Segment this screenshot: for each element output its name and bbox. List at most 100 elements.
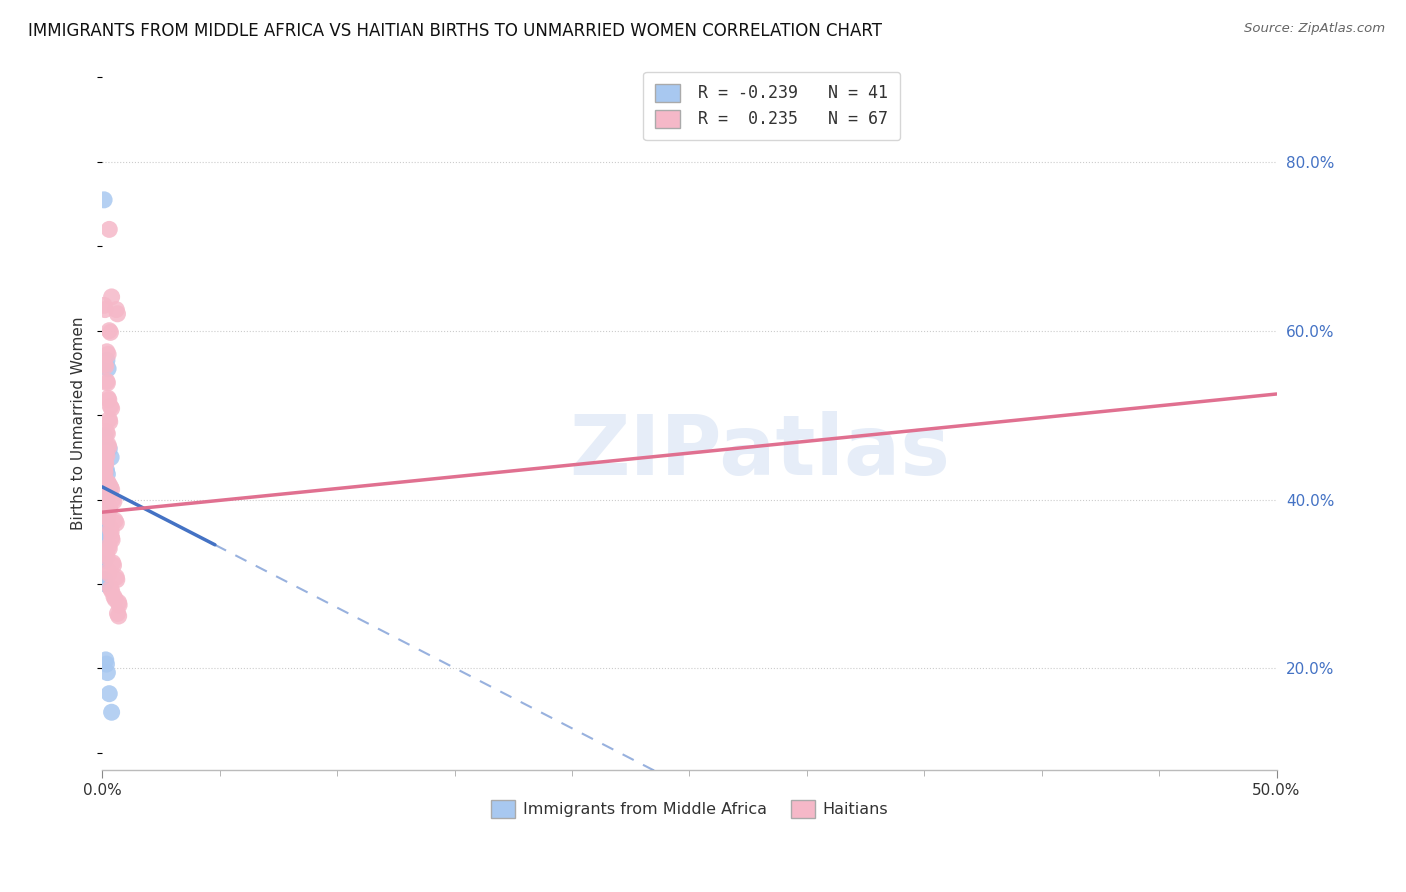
Point [94,577,117,591]
Point [96,516,118,530]
Point [96,509,118,524]
Point [94,514,117,528]
Point [94,359,117,373]
Point [96,511,118,525]
Point [105,302,128,317]
Point [97,480,120,494]
Point [93,551,115,566]
Point [97,347,120,361]
Point [93,475,115,490]
Point [96,375,118,389]
Point [107,609,129,624]
Point [97,539,120,553]
Point [93,497,115,511]
Point [98,687,121,701]
Point [104,514,127,528]
Point [100,581,122,595]
Point [98,415,121,429]
Point [97,477,120,491]
Point [96,665,118,680]
Point [100,531,122,545]
Point [94,653,117,667]
Point [100,326,122,340]
Point [105,570,128,584]
Point [97,437,120,451]
Point [101,492,124,507]
Point [100,290,122,304]
Point [96,344,118,359]
Point [100,480,122,494]
Point [93,536,115,550]
Point [93,509,115,524]
Point [98,442,121,456]
Point [108,598,131,612]
Y-axis label: Births to Unmarried Women: Births to Unmarried Women [72,317,86,531]
Point [94,500,117,514]
Point [107,607,129,621]
Point [98,500,121,515]
Point [97,475,120,490]
Point [98,541,121,556]
Point [96,463,118,477]
Point [100,483,122,497]
Point [96,467,118,482]
Point [94,480,117,494]
Point [100,522,122,536]
Point [103,558,125,573]
Point [101,556,124,570]
Point [97,566,120,581]
Text: ZIPatlas: ZIPatlas [569,410,950,491]
Point [96,449,118,463]
Point [97,564,120,578]
Point [93,522,115,536]
Point [104,592,127,607]
Point [107,307,129,321]
Point [93,524,115,539]
Point [93,488,115,502]
Point [103,494,125,508]
Point [93,463,115,477]
Point [96,549,118,564]
Point [96,353,118,368]
Point [94,488,117,502]
Point [96,426,118,441]
Point [94,454,117,468]
Point [100,524,122,539]
Point [93,358,115,372]
Point [93,193,115,207]
Point [94,526,117,541]
Point [98,222,121,236]
Point [96,500,118,515]
Point [96,425,118,439]
Point [93,469,115,483]
Point [98,412,121,426]
Point [100,450,122,465]
Point [94,302,117,317]
Point [93,511,115,525]
Point [94,429,117,443]
Point [100,401,122,416]
Text: Source: ZipAtlas.com: Source: ZipAtlas.com [1244,22,1385,36]
Point [96,488,118,502]
Point [97,392,120,407]
Point [93,463,115,477]
Point [101,533,124,547]
Point [93,488,115,502]
Point [94,446,117,460]
Point [100,400,122,414]
Point [94,488,117,502]
Point [98,502,121,516]
Point [93,497,115,511]
Point [94,457,117,471]
Point [94,466,117,480]
Point [96,376,118,390]
Point [96,491,118,505]
Point [96,657,118,672]
Point [93,471,115,485]
Point [97,361,120,376]
Point [100,583,122,598]
Text: IMMIGRANTS FROM MIDDLE AFRICA VS HAITIAN BIRTHS TO UNMARRIED WOMEN CORRELATION C: IMMIGRANTS FROM MIDDLE AFRICA VS HAITIAN… [28,22,882,40]
Point [93,553,115,567]
Point [93,298,115,312]
Point [93,534,115,549]
